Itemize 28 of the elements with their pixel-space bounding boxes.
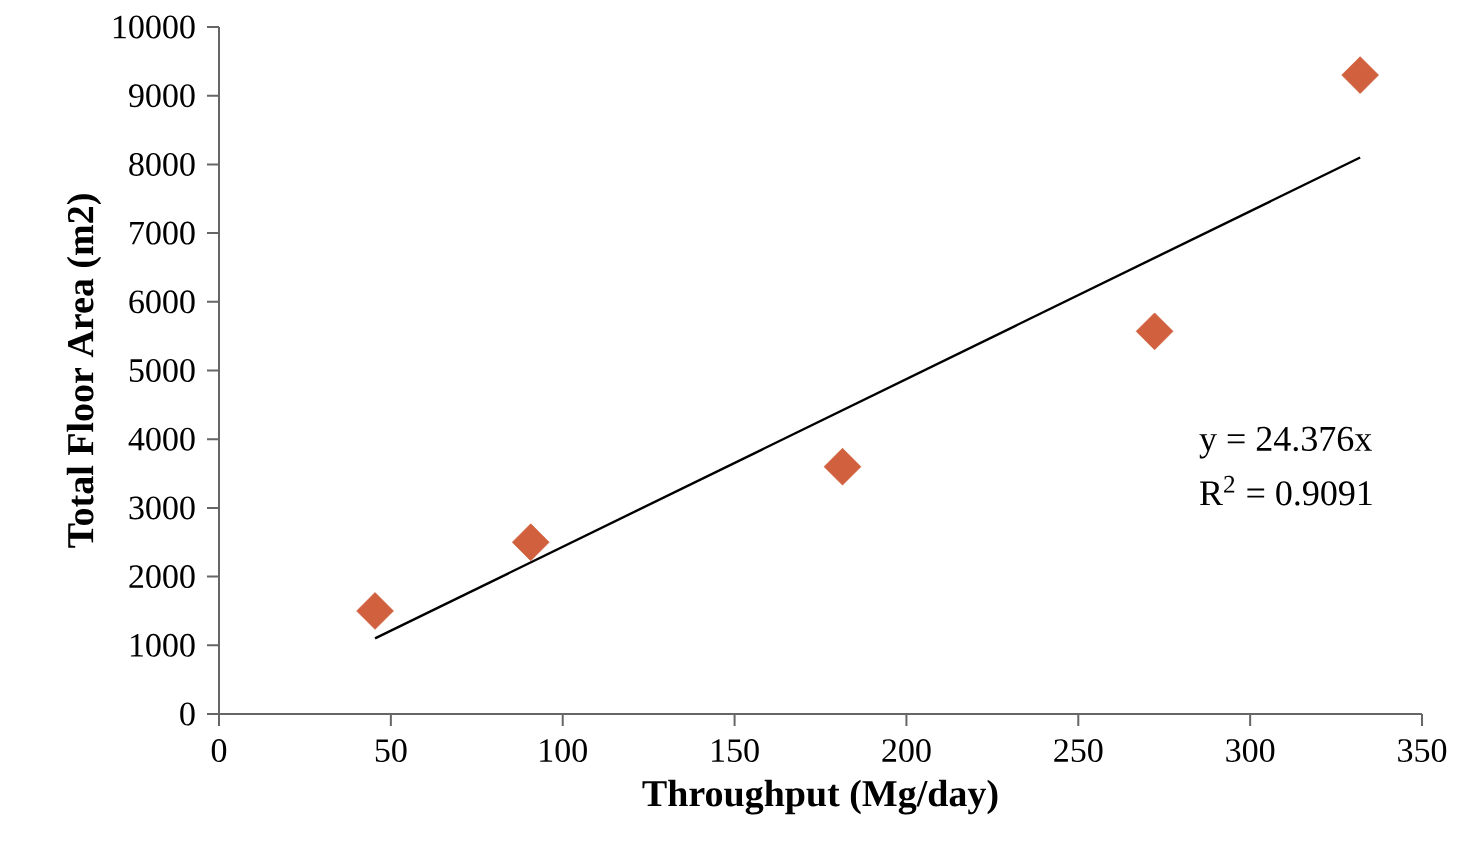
x-tick-label: 250 [1054, 739, 1103, 763]
x-tick-label: 300 [1226, 739, 1275, 763]
y-tick-label: 1000 [130, 633, 195, 657]
y-tick-label: 7000 [130, 221, 195, 245]
y-tick-label: 5000 [129, 359, 195, 382]
x-tick-label: 350 [1398, 739, 1447, 763]
y-tick-label: 3000 [129, 496, 195, 520]
y-tick-label: 2000 [129, 565, 195, 589]
point [356, 592, 394, 630]
point [511, 523, 550, 562]
x-tick-label: 0 [211, 739, 227, 763]
y-tick-label: 6000 [129, 290, 195, 314]
x-axis-title: Throughput (Mg/day) [642, 779, 998, 815]
y-tick-label: 0 [180, 702, 195, 726]
x-tick-label: 100 [540, 739, 587, 763]
point [823, 447, 862, 486]
y-tick-label: 8000 [129, 152, 195, 176]
point [1341, 56, 1379, 94]
y-axis-title: Total Floor Area (m2) [66, 194, 102, 548]
y-tick-label: 10000 [113, 15, 195, 39]
annotation: R$^{2}$ = 0.9091 [1200, 475, 1372, 506]
y-tick-label: 4000 [128, 427, 195, 451]
point [1135, 312, 1174, 351]
x-tick-label: 200 [882, 739, 931, 763]
x-tick-label: 150 [712, 739, 759, 763]
annotation: y = 24.376x [1199, 426, 1372, 459]
x-tick-label: 50 [375, 739, 407, 763]
y-tick-label: 9000 [129, 84, 195, 108]
